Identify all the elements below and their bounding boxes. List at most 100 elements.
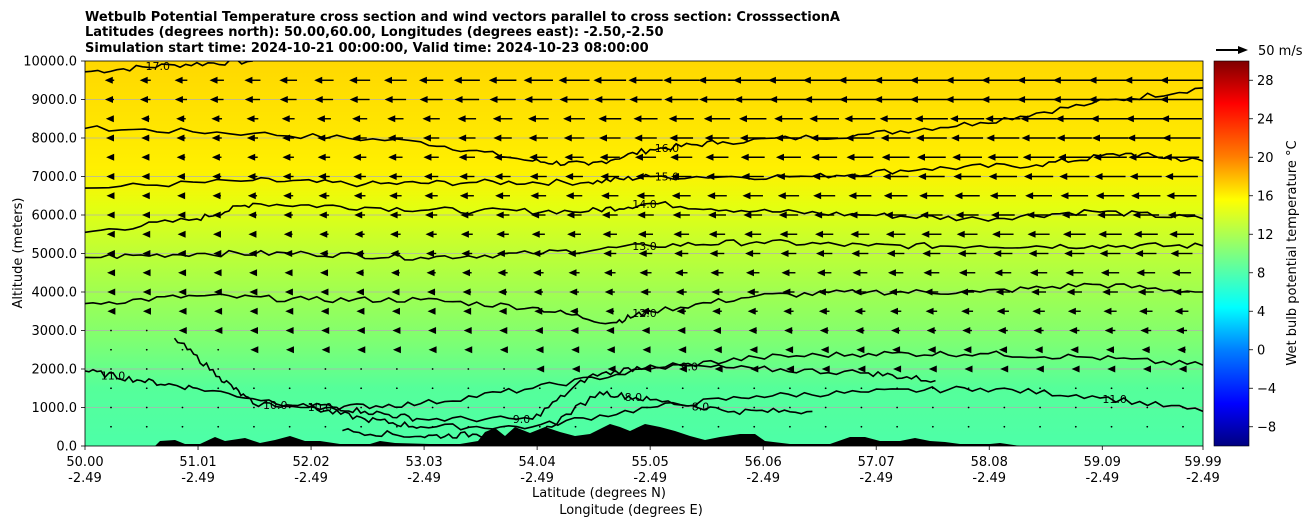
wind-vector-head xyxy=(141,115,150,123)
wind-vector-head xyxy=(388,153,397,161)
wind-vector-head xyxy=(1161,115,1170,123)
wind-vector-head xyxy=(954,192,963,200)
wind-vector-head xyxy=(384,76,393,84)
wind-vector-head xyxy=(989,192,998,200)
wind-vector-head xyxy=(997,327,1006,334)
wind-vector xyxy=(360,387,363,390)
wind-vector-head xyxy=(1017,96,1026,103)
wind-vector-head xyxy=(890,307,899,315)
wind-vector-head xyxy=(820,346,829,354)
wind-vector-head xyxy=(887,269,896,277)
wind-vector-head xyxy=(957,250,966,257)
wind-vector-head xyxy=(818,307,827,315)
contour-label: 9.0 xyxy=(513,413,531,426)
contour-13.0 xyxy=(85,238,1203,261)
wind-vector-head xyxy=(178,327,187,334)
wind-vector-head xyxy=(283,211,292,219)
wind-vector-head xyxy=(105,134,114,142)
wind-vector-head xyxy=(349,76,358,84)
wind-vector-head xyxy=(459,192,468,200)
wind-vector-head xyxy=(1140,327,1149,334)
colorbar-tick-label: 4 xyxy=(1257,305,1265,320)
wind-vector-head xyxy=(1035,365,1044,373)
wind-vector-head xyxy=(423,173,432,180)
wind-vector-head xyxy=(804,96,813,103)
wind-vector-head xyxy=(598,115,607,123)
wind-vector xyxy=(145,425,148,428)
wind-vector-head xyxy=(707,211,716,219)
wind-vector-head xyxy=(1160,96,1168,103)
wind-vector-head xyxy=(489,96,498,103)
wind-vector xyxy=(395,425,398,428)
x-tick-label-lon: -2.49 xyxy=(520,471,554,486)
colorbar-tick-label: −4 xyxy=(1257,382,1276,397)
wind-vector xyxy=(1182,425,1184,428)
wind-vector-head xyxy=(671,173,680,180)
wind-vector-head xyxy=(1171,269,1180,277)
wind-vector-head xyxy=(774,115,783,123)
wind-vector-head xyxy=(851,250,860,257)
wind-vector-head xyxy=(882,173,891,180)
contour-8.0 xyxy=(342,390,813,440)
wind-vector-head xyxy=(821,365,830,373)
wind-vector xyxy=(431,406,434,409)
wind-vector-head xyxy=(1104,327,1113,334)
wind-vector-head xyxy=(571,365,580,373)
y-tick-label: 9000.0 xyxy=(32,93,78,108)
wind-vector-head xyxy=(1169,230,1178,238)
wind-vector-head xyxy=(1023,173,1032,180)
wind-vector-head xyxy=(606,327,615,334)
wind-vector-head xyxy=(285,327,294,334)
wind-vector-head xyxy=(699,96,708,103)
wind-vector xyxy=(360,425,363,428)
wind-vector-head xyxy=(1090,115,1099,123)
wind-vector-head xyxy=(1142,365,1151,373)
wind-vector-head xyxy=(178,269,187,277)
wind-vector-head xyxy=(357,346,366,354)
wind-vector xyxy=(217,406,220,409)
wind-key-arrow-icon xyxy=(1238,46,1248,54)
x-tick-label-lat: 57.07 xyxy=(858,455,895,470)
wind-vector-head xyxy=(569,307,578,315)
wind-vector xyxy=(145,348,148,351)
wind-vector-head xyxy=(463,307,472,315)
wind-vector-head xyxy=(993,250,1002,257)
wind-vector-head xyxy=(392,327,401,334)
wind-vector xyxy=(538,425,541,428)
colorbar-tick-label: −8 xyxy=(1257,420,1276,435)
wind-vector-head xyxy=(856,346,865,354)
wind-vector-head xyxy=(738,115,747,123)
wind-vector-head xyxy=(314,76,323,84)
colorbar-gradient xyxy=(1213,60,1250,447)
wind-vector-head xyxy=(964,365,973,373)
wind-vector xyxy=(681,406,684,409)
wind-vector-head xyxy=(816,269,825,277)
wind-vector-head xyxy=(568,269,577,277)
wind-vector-head xyxy=(924,288,933,296)
wind-vector-head xyxy=(990,211,999,219)
wind-vector-head xyxy=(423,153,432,161)
wind-vector-head xyxy=(811,153,820,161)
wind-vector-head xyxy=(534,327,543,334)
wind-vector-head xyxy=(565,173,574,180)
wind-vector-head xyxy=(319,250,328,257)
wind-vector-head xyxy=(424,192,433,200)
wind-vector-head xyxy=(387,115,396,123)
wind-vector xyxy=(145,387,148,390)
wind-vector-head xyxy=(916,153,925,161)
wind-vector-head xyxy=(534,307,543,315)
wind-vector-head xyxy=(668,115,677,123)
wind-vector-head xyxy=(603,250,612,257)
wind-vector-head xyxy=(246,134,255,142)
wind-vector-head xyxy=(1132,211,1141,219)
wind-vector-head xyxy=(391,288,400,296)
colorbar-tick-label: 24 xyxy=(1257,112,1274,127)
wind-vector-head xyxy=(563,134,572,142)
wind-vector-head xyxy=(530,192,539,200)
wind-vector-head xyxy=(178,307,187,315)
wind-vector-head xyxy=(883,192,892,200)
wind-vector-head xyxy=(782,288,791,296)
wind-vector-head xyxy=(893,365,902,373)
y-tick-label: 0.0 xyxy=(56,440,77,455)
wind-vector-head xyxy=(880,134,889,142)
